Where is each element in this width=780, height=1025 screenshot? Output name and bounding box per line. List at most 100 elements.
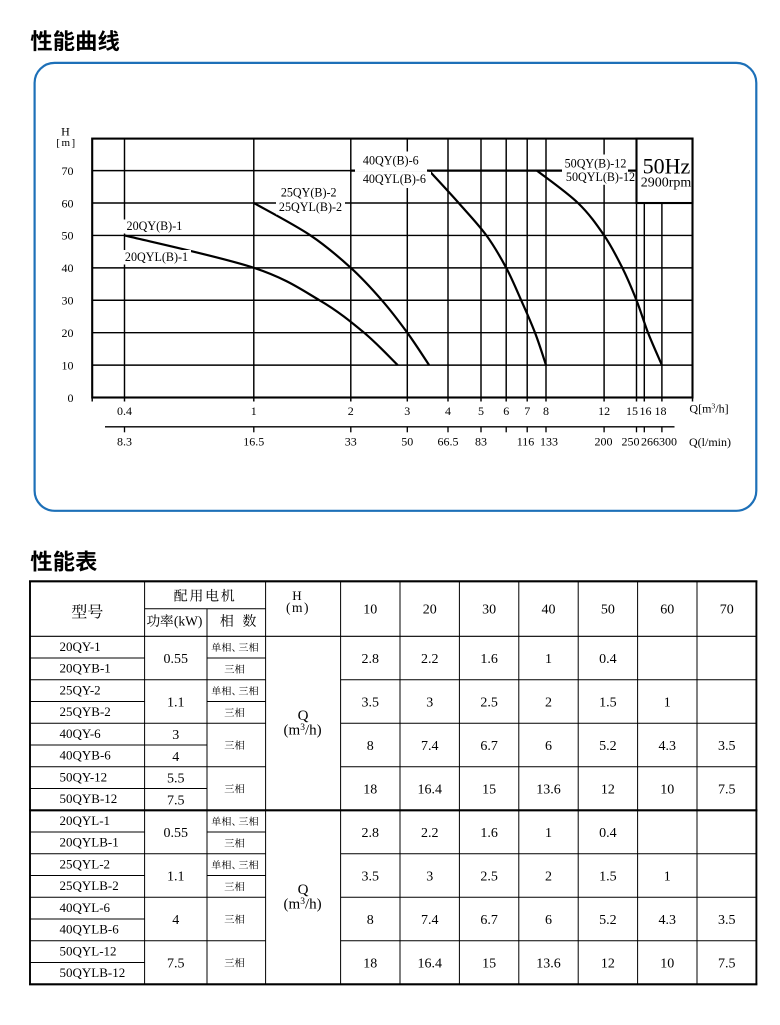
svg-text:133: 133 — [540, 435, 558, 449]
svg-text:H: H — [61, 124, 70, 138]
svg-text:6.7: 6.7 — [480, 913, 498, 928]
svg-text:6: 6 — [545, 913, 552, 928]
svg-text:40QYL(B)-6: 40QYL(B)-6 — [363, 172, 426, 186]
svg-text:0.55: 0.55 — [164, 826, 189, 841]
svg-text:2: 2 — [545, 696, 552, 711]
svg-text:1.6: 1.6 — [480, 652, 498, 667]
svg-text:6.7: 6.7 — [480, 739, 498, 754]
svg-text:3.5: 3.5 — [718, 913, 736, 928]
svg-text:1.6: 1.6 — [480, 826, 498, 841]
svg-text:50: 50 — [401, 435, 413, 449]
svg-text:0.4: 0.4 — [599, 826, 617, 841]
svg-text:1: 1 — [545, 652, 552, 667]
svg-text:7.5: 7.5 — [718, 783, 736, 798]
svg-text:5.5: 5.5 — [167, 772, 185, 787]
svg-text:6: 6 — [545, 739, 552, 754]
svg-text:25QYL(B)-2: 25QYL(B)-2 — [279, 200, 342, 214]
svg-text:10: 10 — [660, 957, 674, 972]
svg-text:250: 250 — [622, 435, 640, 449]
svg-text:3.5: 3.5 — [362, 696, 380, 711]
svg-text:12: 12 — [601, 957, 615, 972]
svg-text:50: 50 — [62, 229, 74, 243]
svg-text:25QY-2: 25QY-2 — [60, 682, 101, 697]
svg-text:40: 40 — [62, 261, 74, 275]
svg-text:70: 70 — [720, 602, 734, 617]
svg-text:40QY-6: 40QY-6 — [60, 726, 102, 741]
svg-text:50QY(B)-12: 50QY(B)-12 — [565, 157, 627, 171]
svg-text:7.5: 7.5 — [167, 957, 185, 972]
svg-text:50: 50 — [601, 602, 615, 617]
svg-text:25QYLB-2: 25QYLB-2 — [60, 878, 119, 893]
svg-text:0: 0 — [68, 391, 74, 405]
svg-text:70: 70 — [62, 164, 74, 178]
svg-text:3: 3 — [404, 404, 410, 418]
svg-text:7: 7 — [524, 404, 530, 418]
svg-text:3: 3 — [426, 870, 433, 885]
svg-text:18: 18 — [655, 404, 667, 418]
svg-text:2.8: 2.8 — [362, 826, 380, 841]
svg-text:1.5: 1.5 — [599, 696, 617, 711]
svg-text:2.5: 2.5 — [480, 870, 498, 885]
svg-text:1: 1 — [545, 826, 552, 841]
svg-text:10: 10 — [62, 358, 74, 372]
svg-text:15: 15 — [626, 404, 638, 418]
svg-text:20QYLB-1: 20QYLB-1 — [60, 835, 119, 850]
svg-text:10: 10 — [363, 602, 377, 617]
svg-text:18: 18 — [363, 957, 377, 972]
svg-text:3: 3 — [426, 696, 433, 711]
svg-text:83: 83 — [475, 435, 487, 449]
svg-text:16.5: 16.5 — [243, 435, 264, 449]
svg-text:66.5: 66.5 — [438, 435, 459, 449]
svg-text:5: 5 — [478, 404, 484, 418]
svg-text:2.5: 2.5 — [480, 696, 498, 711]
svg-text:30: 30 — [62, 294, 74, 308]
svg-text:Q: Q — [298, 882, 309, 898]
svg-text:20QY(B)-1: 20QY(B)-1 — [127, 219, 183, 233]
svg-text:40QYL-6: 40QYL-6 — [60, 900, 111, 915]
svg-text:0.55: 0.55 — [164, 652, 189, 667]
svg-text:8: 8 — [367, 739, 374, 754]
svg-text:50QYB-12: 50QYB-12 — [60, 791, 118, 806]
svg-text:40: 40 — [542, 602, 556, 617]
svg-text:(m3/h): (m3/h) — [284, 897, 322, 913]
svg-text:15: 15 — [482, 783, 496, 798]
svg-text:2.2: 2.2 — [421, 826, 439, 841]
svg-text:50QYLB-12: 50QYLB-12 — [60, 965, 126, 980]
svg-text:4.3: 4.3 — [659, 739, 677, 754]
svg-text:60: 60 — [660, 602, 674, 617]
svg-text:25QYL-2: 25QYL-2 — [60, 856, 111, 871]
svg-text:16: 16 — [640, 404, 652, 418]
svg-text:[m]: [m] — [56, 137, 76, 149]
svg-text:25QY(B)-2: 25QY(B)-2 — [281, 186, 337, 200]
svg-text:30: 30 — [482, 602, 496, 617]
svg-text:20QY-1: 20QY-1 — [60, 639, 101, 654]
svg-text:2900rpm: 2900rpm — [641, 176, 692, 191]
svg-text:7.4: 7.4 — [421, 739, 439, 754]
svg-text:Q(l/min): Q(l/min) — [689, 435, 731, 449]
svg-text:(m): (m) — [286, 600, 310, 615]
svg-text:1.1: 1.1 — [167, 870, 185, 885]
svg-text:60: 60 — [62, 196, 74, 210]
svg-text:5.2: 5.2 — [599, 739, 617, 754]
svg-text:2.8: 2.8 — [362, 652, 380, 667]
svg-text:2: 2 — [545, 870, 552, 885]
svg-text:50Hz: 50Hz — [643, 154, 691, 179]
svg-text:Q[m3/h]: Q[m3/h] — [689, 401, 728, 415]
svg-text:4: 4 — [172, 750, 179, 765]
svg-text:12: 12 — [601, 783, 615, 798]
svg-text:(m3/h): (m3/h) — [284, 723, 322, 739]
svg-text:4: 4 — [445, 404, 451, 418]
svg-text:6: 6 — [503, 404, 509, 418]
svg-text:4.3: 4.3 — [659, 913, 677, 928]
svg-text:266: 266 — [641, 435, 659, 449]
svg-text:116: 116 — [517, 435, 535, 449]
svg-text:7.4: 7.4 — [421, 913, 439, 928]
svg-text:2: 2 — [348, 404, 354, 418]
svg-text:18: 18 — [363, 783, 377, 798]
svg-text:3.5: 3.5 — [362, 870, 380, 885]
svg-text:1.5: 1.5 — [599, 870, 617, 885]
svg-text:0.4: 0.4 — [117, 404, 132, 418]
svg-text:33: 33 — [345, 435, 357, 449]
svg-text:1: 1 — [664, 696, 671, 711]
svg-text:(kW): (kW) — [174, 614, 202, 629]
